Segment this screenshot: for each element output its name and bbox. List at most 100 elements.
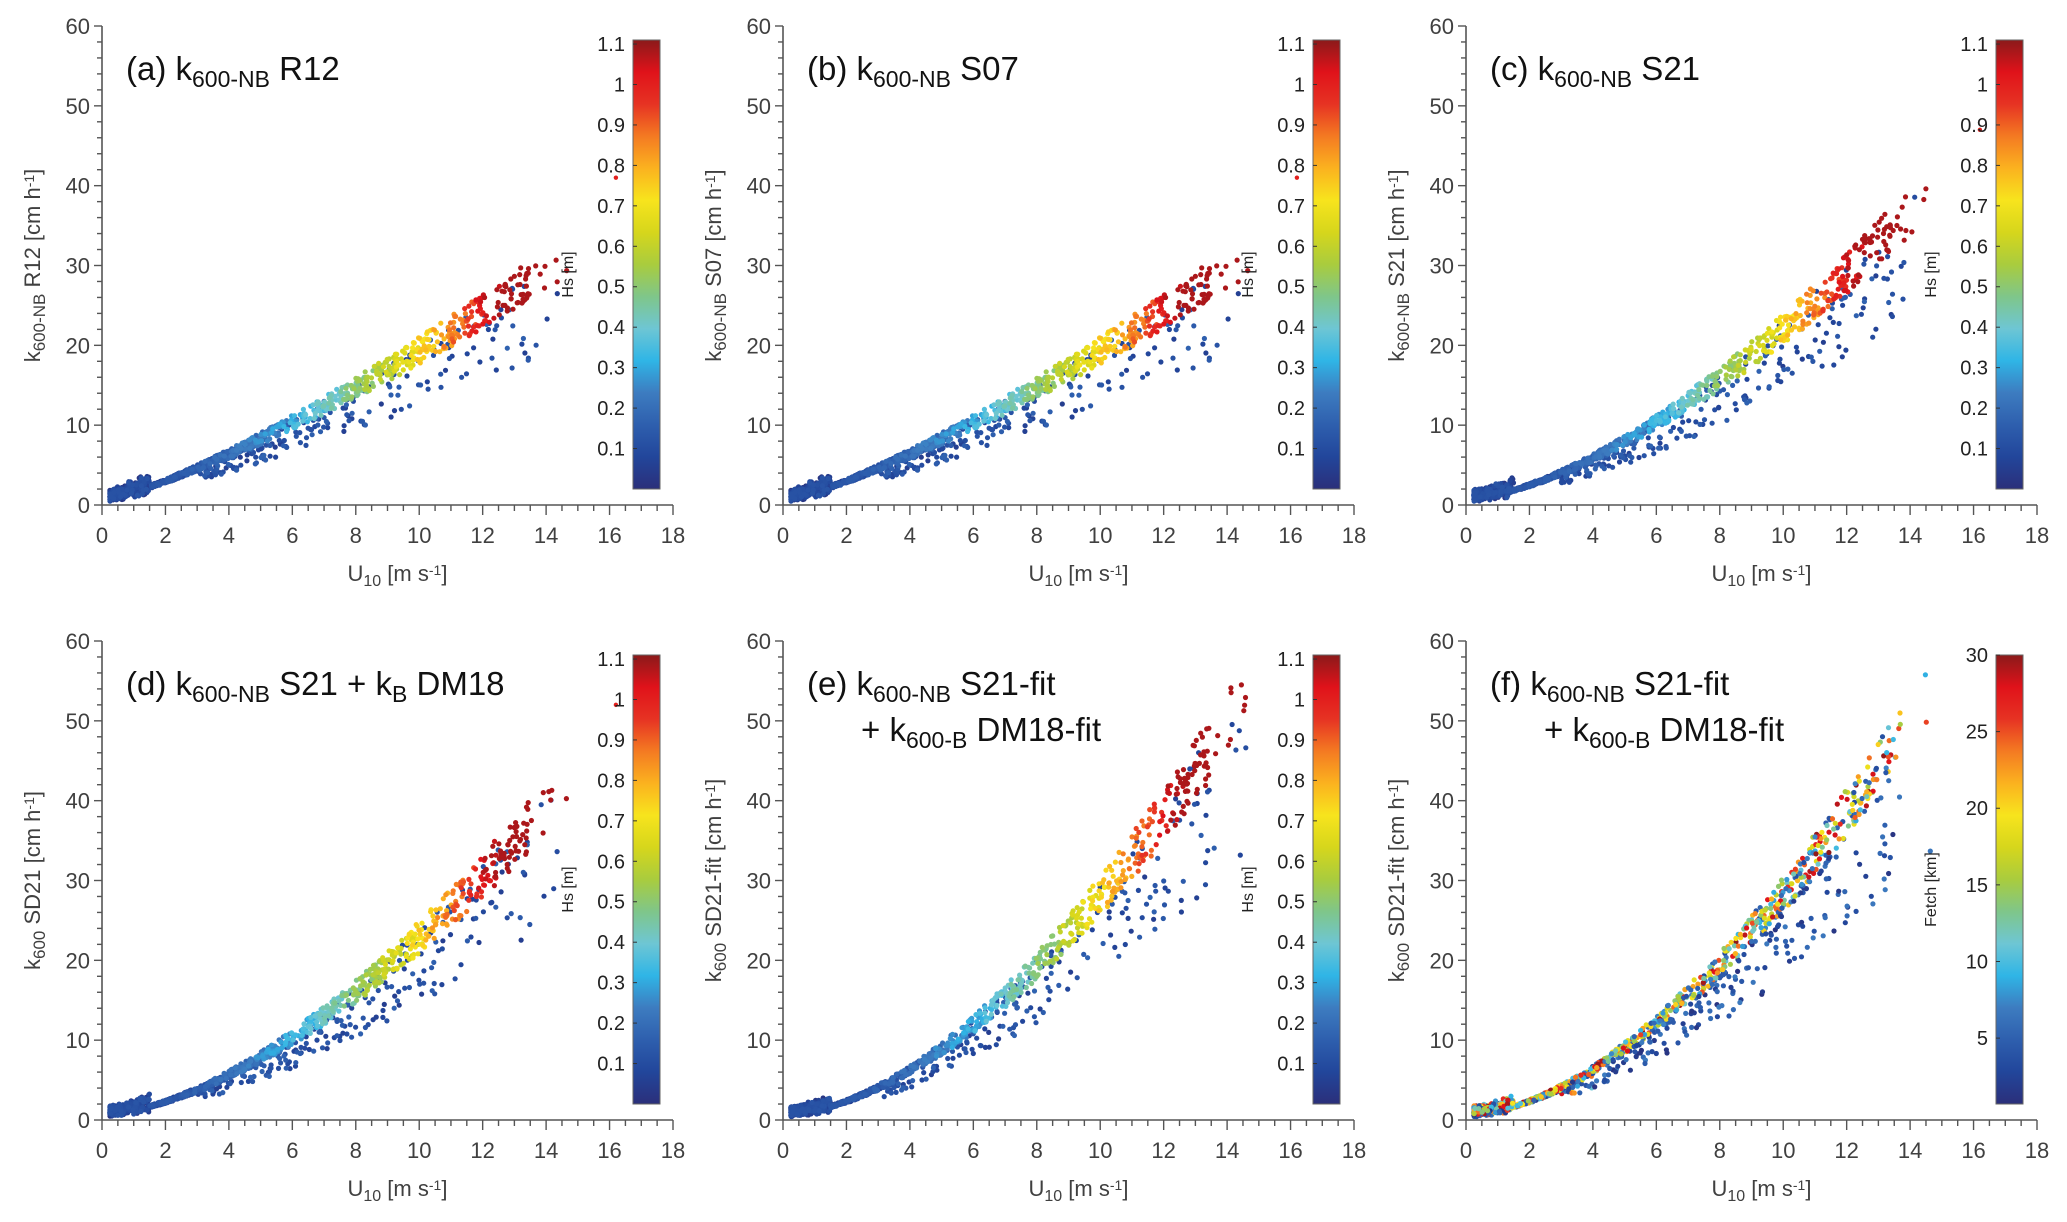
data-point: [1840, 302, 1846, 308]
colorbar-tick-label: 0.4: [597, 317, 625, 339]
data-point: [1820, 339, 1826, 345]
data-point: [537, 271, 543, 277]
data-point: [493, 367, 499, 373]
y-tick-label: 0: [759, 493, 771, 518]
data-point: [1841, 288, 1847, 294]
data-point: [480, 321, 486, 327]
data-point: [242, 441, 248, 448]
y-tick-label: 10: [1430, 413, 1454, 438]
data-point: [442, 367, 449, 373]
data-point: [933, 461, 939, 467]
y-tick-label: 30: [747, 254, 771, 279]
data-point: [1861, 261, 1867, 267]
data-point: [1845, 265, 1851, 271]
data-point: [1825, 298, 1831, 304]
data-point: [1846, 257, 1852, 264]
data-point: [1764, 330, 1770, 336]
data-point: [1753, 348, 1759, 355]
data-point: [888, 461, 894, 467]
data-point: [1077, 384, 1083, 390]
data-point: [362, 422, 368, 428]
data-point: [1504, 495, 1510, 501]
data-point: [1793, 311, 1799, 317]
data-point: [362, 369, 368, 375]
data-point: [1150, 309, 1156, 315]
x-label-subscript: 10: [363, 573, 381, 590]
data-point: [318, 412, 324, 418]
data-point: [416, 335, 422, 341]
data-point: [1486, 492, 1492, 498]
data-point: [1879, 215, 1885, 221]
data-point: [1858, 311, 1864, 317]
data-point: [517, 272, 523, 278]
data-point: [1115, 339, 1121, 345]
data-point: [1138, 316, 1144, 322]
data-point: [262, 431, 268, 437]
data-point: [364, 378, 370, 385]
data-point: [1105, 379, 1111, 385]
x-tick-label: 12: [1834, 523, 1858, 548]
data-point: [1499, 484, 1505, 490]
data-point: [1584, 467, 1590, 473]
data-point: [228, 453, 235, 459]
data-point: [553, 257, 559, 263]
data-point: [321, 403, 327, 409]
data-point: [476, 939, 482, 946]
data-point: [510, 323, 516, 329]
colorbar-tick-label: 0.7: [1277, 196, 1305, 218]
data-point: [494, 323, 500, 329]
data-point: [1831, 362, 1837, 368]
data-point: [1104, 347, 1110, 353]
data-point: [441, 344, 447, 350]
data-point: [1887, 233, 1893, 239]
data-point: [411, 340, 417, 346]
data-point: [1105, 336, 1111, 342]
data-point: [923, 441, 929, 448]
data-point: [1894, 214, 1900, 220]
data-point: [129, 490, 135, 496]
data-point: [312, 410, 318, 416]
data-point: [510, 306, 516, 312]
data-point: [340, 405, 346, 411]
data-point: [1804, 291, 1810, 297]
data-point: [457, 334, 463, 340]
data-point: [520, 335, 527, 342]
data-point: [819, 475, 825, 481]
data-point: [518, 937, 524, 943]
data-point: [1778, 337, 1784, 343]
data-point: [134, 492, 140, 498]
data-point: [1670, 401, 1676, 407]
x-tick-label: 10: [1771, 523, 1795, 548]
title-suffix: S07: [951, 50, 1019, 87]
data-point: [1158, 359, 1164, 365]
data-point: [1799, 356, 1805, 362]
data-point: [225, 461, 231, 468]
data-point: [1836, 344, 1842, 350]
data-point: [315, 422, 321, 428]
data-point: [1744, 376, 1750, 382]
data-point: [1552, 474, 1558, 480]
data-point: [1579, 461, 1585, 467]
data-point: [1092, 340, 1098, 346]
data-point: [1085, 345, 1091, 351]
data-point: [1687, 390, 1693, 396]
data-point: [473, 329, 479, 335]
data-point: [992, 415, 998, 422]
colorbar-tick-label: 0.8: [1277, 155, 1305, 177]
data-point: [433, 348, 439, 355]
data-point: [1597, 454, 1603, 460]
data-point: [489, 899, 495, 906]
data-point: [1749, 339, 1755, 345]
data-point: [825, 475, 831, 482]
data-point: [384, 356, 390, 362]
data-point: [303, 435, 310, 441]
data-point: [464, 351, 470, 357]
y-tick-label: 40: [66, 174, 90, 199]
data-point: [1697, 421, 1703, 427]
data-point: [515, 282, 521, 288]
data-point: [1097, 335, 1103, 341]
data-point: [1869, 233, 1876, 239]
data-point: [1829, 291, 1835, 297]
data-point: [925, 452, 931, 458]
